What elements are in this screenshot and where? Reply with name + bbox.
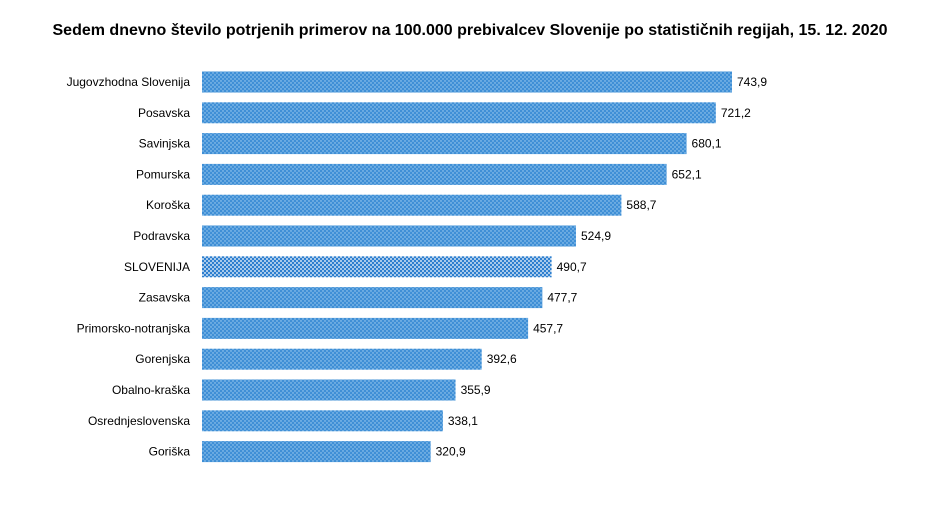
category-label: Zasavska: [139, 291, 191, 305]
bar-7: [202, 287, 543, 309]
category-label: Pomurska: [136, 167, 190, 181]
category-label: Goriška: [149, 445, 191, 459]
category-label: Osrednjeslovenska: [88, 414, 190, 428]
category-label: Obalno-kraška: [112, 383, 190, 397]
data-label: 355,9: [461, 383, 491, 397]
bar-4: [202, 194, 622, 216]
category-label: SLOVENIJA: [124, 260, 190, 274]
data-label: 477,7: [547, 291, 577, 305]
bar-1: [202, 102, 716, 124]
category-label: Gorenjska: [135, 352, 190, 366]
data-label: 743,9: [737, 75, 767, 89]
data-label: 680,1: [692, 137, 722, 151]
category-label: Primorsko-notranjska: [77, 321, 191, 335]
chart-title: Sedem dnevno število potrjenih primerov …: [52, 22, 888, 39]
category-label: Jugovzhodna Slovenija: [67, 75, 191, 89]
category-label: Podravska: [133, 229, 190, 243]
bar-8: [202, 317, 529, 339]
bar-highlight-6: [202, 256, 552, 278]
category-label: Koroška: [146, 198, 190, 212]
data-label: 652,1: [672, 167, 702, 181]
data-label: 338,1: [448, 414, 478, 428]
data-label: 457,7: [533, 321, 563, 335]
category-label: Posavska: [138, 106, 190, 120]
bar-12: [202, 441, 431, 463]
bar-3: [202, 163, 667, 185]
bar-0: [202, 71, 732, 93]
data-label: 524,9: [581, 229, 611, 243]
data-label: 490,7: [557, 260, 587, 274]
category-label: Savinjska: [139, 137, 191, 151]
bar-11: [202, 410, 443, 432]
bar-10: [202, 379, 456, 401]
bar-5: [202, 225, 576, 247]
data-label: 588,7: [626, 198, 656, 212]
bar-2: [202, 133, 687, 155]
data-label: 721,2: [721, 106, 751, 120]
bar-9: [202, 348, 482, 370]
data-label: 320,9: [436, 445, 466, 459]
data-label: 392,6: [487, 352, 517, 366]
